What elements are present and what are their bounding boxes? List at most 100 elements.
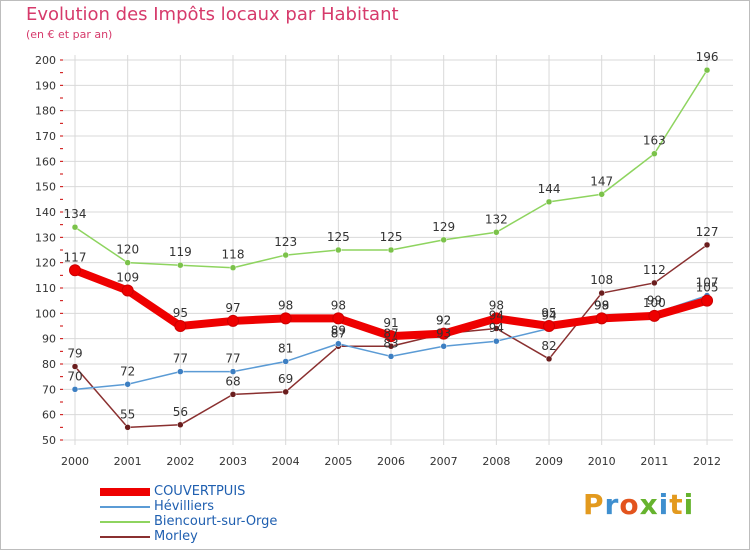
data-point — [279, 312, 292, 325]
y-tick-label: 190 — [35, 79, 56, 92]
logo-letter: r — [604, 488, 620, 521]
legend-item-hevilliers: Hévilliers — [100, 499, 360, 514]
y-tick-label: 70 — [42, 383, 56, 396]
data-label: 92 — [436, 314, 451, 328]
legend-label-hevilliers: Hévilliers — [154, 499, 215, 514]
data-point — [332, 312, 345, 325]
data-point — [124, 381, 131, 388]
x-tick-label: 2007 — [430, 455, 458, 468]
y-tick-label: 60 — [42, 409, 56, 422]
logo-letter: o — [619, 488, 640, 521]
data-label: 82 — [541, 339, 556, 353]
data-label: 196 — [696, 50, 719, 64]
data-point — [493, 229, 500, 236]
y-tick-label: 130 — [35, 231, 56, 244]
data-label: 119 — [169, 245, 192, 259]
data-point — [440, 236, 447, 244]
data-point — [490, 312, 503, 325]
data-label: 118 — [222, 248, 245, 262]
data-point — [595, 312, 608, 325]
data-point — [651, 279, 658, 287]
data-label: 95 — [173, 306, 188, 320]
data-label: 107 — [696, 276, 719, 290]
data-label: 100 — [643, 296, 666, 310]
legend-label-morley: Morley — [154, 529, 198, 544]
data-label: 95 — [541, 306, 556, 320]
y-tick-label: 200 — [35, 54, 56, 67]
data-label: 99 — [594, 298, 609, 312]
data-label: 77 — [173, 352, 188, 366]
x-tick-label: 2011 — [640, 455, 668, 468]
data-label: 70 — [67, 369, 82, 383]
data-label: 98 — [489, 298, 504, 312]
logo-letter: P — [583, 488, 605, 521]
data-label: 132 — [485, 212, 508, 226]
x-tick-label: 2008 — [482, 455, 510, 468]
legend-item-couvertpuis: COUVERTPUIS — [100, 484, 360, 499]
value-label-layer: 134 120 119 118 123 125 125 129 132 144 147 163 196 7… — [64, 50, 719, 421]
data-label: 112 — [643, 263, 666, 277]
data-point — [703, 66, 711, 74]
legend-swatch-couvertpuis — [100, 487, 150, 496]
data-label: 55 — [120, 407, 135, 421]
y-tick-label: 50 — [42, 434, 56, 447]
data-point — [335, 246, 342, 254]
legend-label-couvertpuis: COUVERTPUIS — [154, 484, 246, 499]
data-label: 125 — [380, 230, 403, 244]
logo-letter: i — [683, 488, 695, 521]
y-tick-label: 110 — [35, 282, 56, 295]
data-label: 117 — [64, 250, 87, 264]
data-label: 98 — [331, 298, 346, 312]
data-point — [282, 251, 289, 259]
data-label: 147 — [590, 174, 613, 188]
data-point — [387, 246, 395, 254]
data-label: 79 — [67, 347, 82, 361]
data-point — [174, 320, 187, 332]
chart-subtitle: (en € et par an) — [26, 28, 113, 41]
data-label: 99 — [647, 293, 662, 307]
data-label: 83 — [383, 336, 398, 350]
data-label: 105 — [696, 281, 719, 295]
data-label: 129 — [432, 220, 455, 234]
data-label: 127 — [696, 225, 719, 239]
y-tick-label: 150 — [35, 181, 56, 194]
legend-swatch-morley — [100, 535, 150, 538]
data-point — [703, 241, 711, 249]
y-tick-label: 170 — [35, 130, 56, 143]
data-point — [545, 198, 553, 206]
data-point — [69, 264, 81, 277]
data-label: 93 — [436, 326, 451, 340]
data-point — [387, 343, 395, 350]
data-point — [440, 343, 447, 350]
data-point — [124, 424, 131, 431]
data-label: 125 — [327, 230, 350, 244]
proxiti-logo: Proxiti — [583, 488, 694, 521]
data-point — [124, 259, 131, 266]
data-label: 97 — [225, 301, 240, 315]
data-label: 123 — [274, 235, 297, 249]
data-point — [387, 353, 395, 360]
y-tick-label: 180 — [35, 105, 56, 118]
series-layer — [69, 66, 714, 431]
axis-layer: 50 60 70 80 90 100 110 120 130 140 150 160 170 180 190… — [35, 54, 721, 468]
data-point — [598, 289, 605, 297]
data-point — [71, 223, 79, 231]
data-label: 56 — [173, 405, 188, 419]
logo-letter: i — [658, 488, 670, 521]
y-tick-label: 100 — [35, 307, 56, 320]
data-point — [71, 386, 79, 393]
legend-swatch-hevilliers — [100, 505, 150, 508]
x-tick-label: 2003 — [219, 455, 247, 468]
x-tick-label: 2000 — [61, 455, 89, 468]
x-tick-label: 2006 — [377, 455, 405, 468]
x-tick-label: 2001 — [114, 455, 142, 468]
data-label: 98 — [594, 298, 609, 312]
data-point — [651, 150, 658, 157]
x-tick-label: 2009 — [535, 455, 563, 468]
logo-letter: t — [669, 488, 684, 521]
data-label: 89 — [331, 324, 346, 338]
x-tick-label: 2010 — [588, 455, 616, 468]
legend: COUVERTPUIS Hévilliers Biencourt-sur-Org… — [100, 484, 360, 544]
x-tick-label: 2005 — [324, 455, 352, 468]
